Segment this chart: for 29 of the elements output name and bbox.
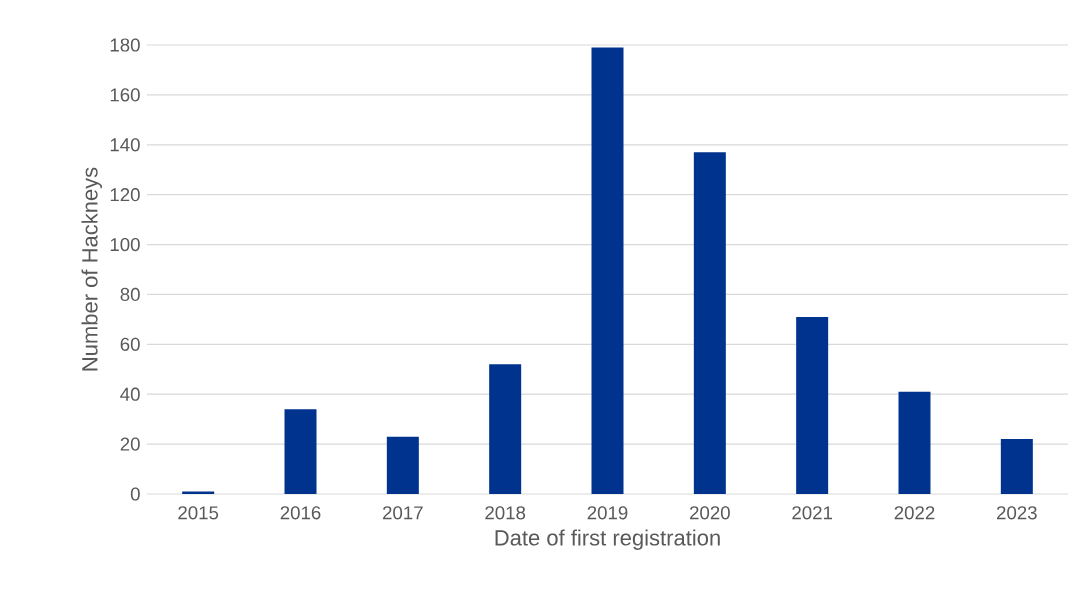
bar <box>693 152 726 494</box>
x-axis-title: Date of first registration <box>495 529 720 550</box>
y-tick-label: 40 <box>120 387 140 401</box>
bar <box>489 364 522 494</box>
y-tick-label: 140 <box>110 138 140 152</box>
x-tick-label: 2023 <box>997 506 1037 520</box>
y-tick-label: 160 <box>110 88 140 102</box>
y-tick-label: 180 <box>110 38 140 52</box>
bar <box>284 409 317 494</box>
x-tick-label: 2022 <box>894 506 935 520</box>
bar <box>386 436 419 494</box>
y-tick-label: 80 <box>120 287 140 302</box>
x-tick-label: 2019 <box>587 506 628 520</box>
bar <box>796 316 829 494</box>
bar <box>591 47 624 494</box>
x-tick-label: 2020 <box>690 506 730 520</box>
y-axis-title: Number of Hackneys <box>81 167 102 371</box>
y-tick-label: 120 <box>110 188 140 202</box>
y-tick-label: 0 <box>130 487 140 501</box>
y-tick-label: 60 <box>120 337 140 351</box>
bar <box>898 391 931 494</box>
y-tick-label: 20 <box>120 437 140 451</box>
bar <box>1000 439 1033 494</box>
x-tick-label: 2018 <box>485 506 526 520</box>
x-tick-label: 2017 <box>383 506 423 520</box>
x-tick-label: 2021 <box>792 506 833 520</box>
x-tick-label: 2015 <box>178 506 219 520</box>
y-tick-label: 100 <box>110 237 140 252</box>
x-tick-label: 2016 <box>280 506 321 520</box>
